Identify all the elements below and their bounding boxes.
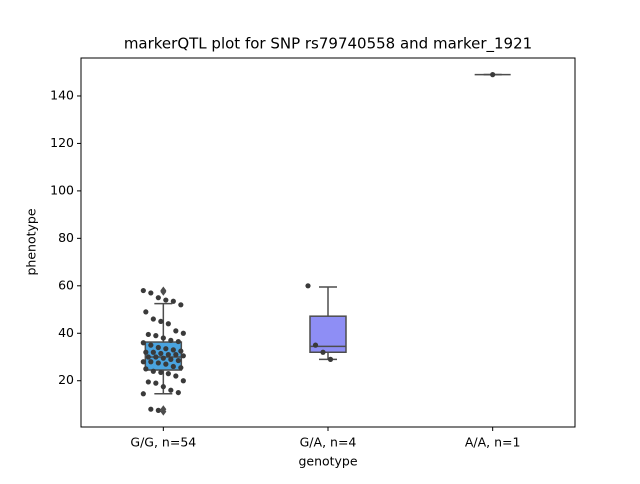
y-tick-label: 140 <box>50 87 74 102</box>
y-tick-label: 60 <box>58 277 74 292</box>
point <box>175 338 181 345</box>
point <box>163 361 169 367</box>
point <box>145 379 151 385</box>
point <box>305 283 311 289</box>
point <box>140 359 146 365</box>
point <box>160 384 166 390</box>
point <box>165 321 171 327</box>
point <box>178 348 184 354</box>
y-axis-label: phenotype <box>24 208 39 275</box>
point <box>175 389 181 396</box>
point <box>165 352 171 358</box>
point <box>143 309 149 315</box>
point <box>165 371 171 377</box>
x-tick-label: G/A, n=4 <box>300 435 357 450</box>
flier <box>160 407 167 416</box>
point <box>173 328 179 334</box>
point <box>312 342 319 348</box>
point <box>173 373 179 379</box>
point <box>158 369 164 376</box>
x-axis-label: genotype <box>298 454 357 469</box>
point <box>155 344 161 351</box>
point <box>148 406 154 412</box>
x-tick-label: A/A, n=1 <box>465 435 521 450</box>
point <box>155 407 161 413</box>
point <box>153 354 159 360</box>
point <box>170 298 176 304</box>
y-tick-label: 100 <box>50 182 74 197</box>
chart-title: markerQTL plot for SNP rs79740558 and ma… <box>124 35 532 54</box>
point <box>143 349 149 355</box>
y-tick-label: 20 <box>58 372 74 387</box>
point <box>160 355 166 361</box>
point <box>490 72 496 78</box>
point <box>155 295 161 301</box>
y-tick-label: 80 <box>58 230 74 245</box>
point <box>170 363 176 370</box>
point <box>168 337 174 343</box>
point <box>180 378 186 384</box>
point <box>178 365 184 371</box>
point <box>168 387 174 393</box>
point <box>180 353 186 359</box>
point <box>148 359 154 365</box>
y-tick-label: 40 <box>58 325 74 340</box>
point <box>150 368 156 374</box>
point <box>175 357 181 364</box>
point <box>178 302 184 308</box>
point <box>140 391 146 397</box>
point <box>168 356 174 362</box>
point <box>148 342 154 348</box>
point <box>140 340 146 346</box>
point <box>150 349 156 355</box>
point <box>160 335 166 341</box>
point <box>320 349 326 355</box>
point <box>145 354 151 360</box>
point <box>180 330 186 336</box>
x-tick-label: G/G, n=54 <box>130 435 196 450</box>
point <box>150 316 156 322</box>
point <box>173 352 179 358</box>
point <box>153 380 159 386</box>
point <box>158 318 164 325</box>
plot-frame <box>80 57 576 428</box>
flier <box>160 287 167 296</box>
point <box>145 331 151 338</box>
point <box>170 347 176 353</box>
point <box>143 366 149 372</box>
point <box>327 356 334 362</box>
point <box>155 360 161 366</box>
point <box>163 297 169 303</box>
y-tick-label: 120 <box>50 135 74 150</box>
point <box>148 290 154 296</box>
point <box>153 333 159 339</box>
point <box>163 346 169 352</box>
point <box>140 287 146 294</box>
point <box>158 350 164 357</box>
